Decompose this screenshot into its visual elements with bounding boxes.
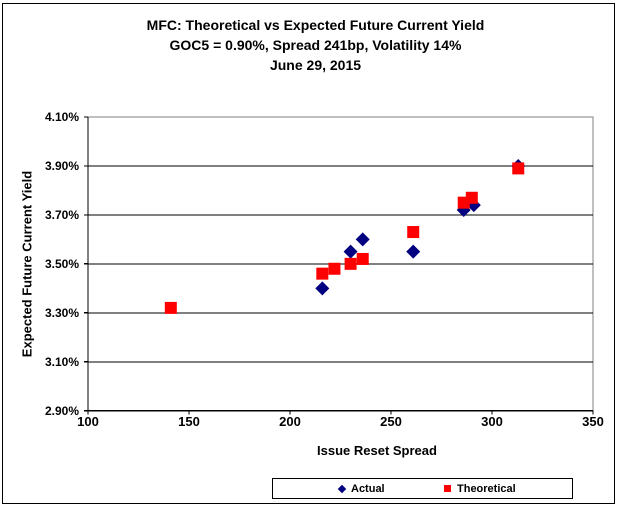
data-point-actual — [315, 281, 330, 296]
data-point-actual — [406, 244, 421, 259]
data-point-actual — [355, 232, 370, 247]
y-axis-title: Expected Future Current Yield — [19, 170, 35, 358]
data-point-theoretical — [407, 226, 420, 239]
x-tick-label: 150 — [178, 414, 200, 429]
x-tick-label: 300 — [481, 414, 503, 429]
x-axis-title: Issue Reset Spread — [317, 443, 437, 458]
data-point-theoretical — [316, 267, 329, 280]
y-tick-label: 2.90% — [44, 403, 79, 418]
data-point-actual — [343, 244, 358, 259]
x-tick-label: 350 — [582, 414, 604, 429]
legend-item-actual: Actual — [337, 479, 385, 498]
chart-title: MFC: Theoretical vs Expected Future Curr… — [146, 17, 485, 33]
legend-label-actual: Actual — [351, 482, 385, 495]
y-tick-label: 3.50% — [44, 256, 79, 271]
x-tick-label: 250 — [380, 414, 402, 429]
actual-diamond-marker-icon — [337, 484, 347, 493]
chart-title-block: MFC: Theoretical vs Expected Future Curr… — [6, 15, 619, 75]
y-tick-label: 4.10% — [44, 110, 79, 124]
chart-subtitle: GOC5 = 0.90%, Spread 241bp, Volatility 1… — [169, 37, 462, 53]
data-point-theoretical — [164, 301, 177, 314]
legend-label-theoretical: Theoretical — [457, 482, 516, 495]
x-tick-label: 200 — [279, 414, 301, 429]
y-tick-label: 3.30% — [44, 305, 79, 320]
data-point-theoretical — [465, 191, 478, 204]
x-tick-label: 100 — [77, 414, 99, 429]
data-point-theoretical — [328, 262, 341, 275]
y-tick-label: 3.10% — [44, 354, 79, 369]
y-tick-label: 3.70% — [44, 207, 79, 222]
data-point-theoretical — [512, 162, 525, 175]
y-tick-label: 3.90% — [44, 158, 79, 173]
chart-date: June 29, 2015 — [269, 57, 362, 73]
legend-item-theoretical: Theoretical — [444, 479, 516, 498]
theoretical-square-marker-icon — [444, 485, 451, 492]
legend: Actual Theoretical — [272, 478, 573, 499]
data-point-theoretical — [356, 252, 369, 265]
data-point-theoretical — [344, 257, 357, 270]
